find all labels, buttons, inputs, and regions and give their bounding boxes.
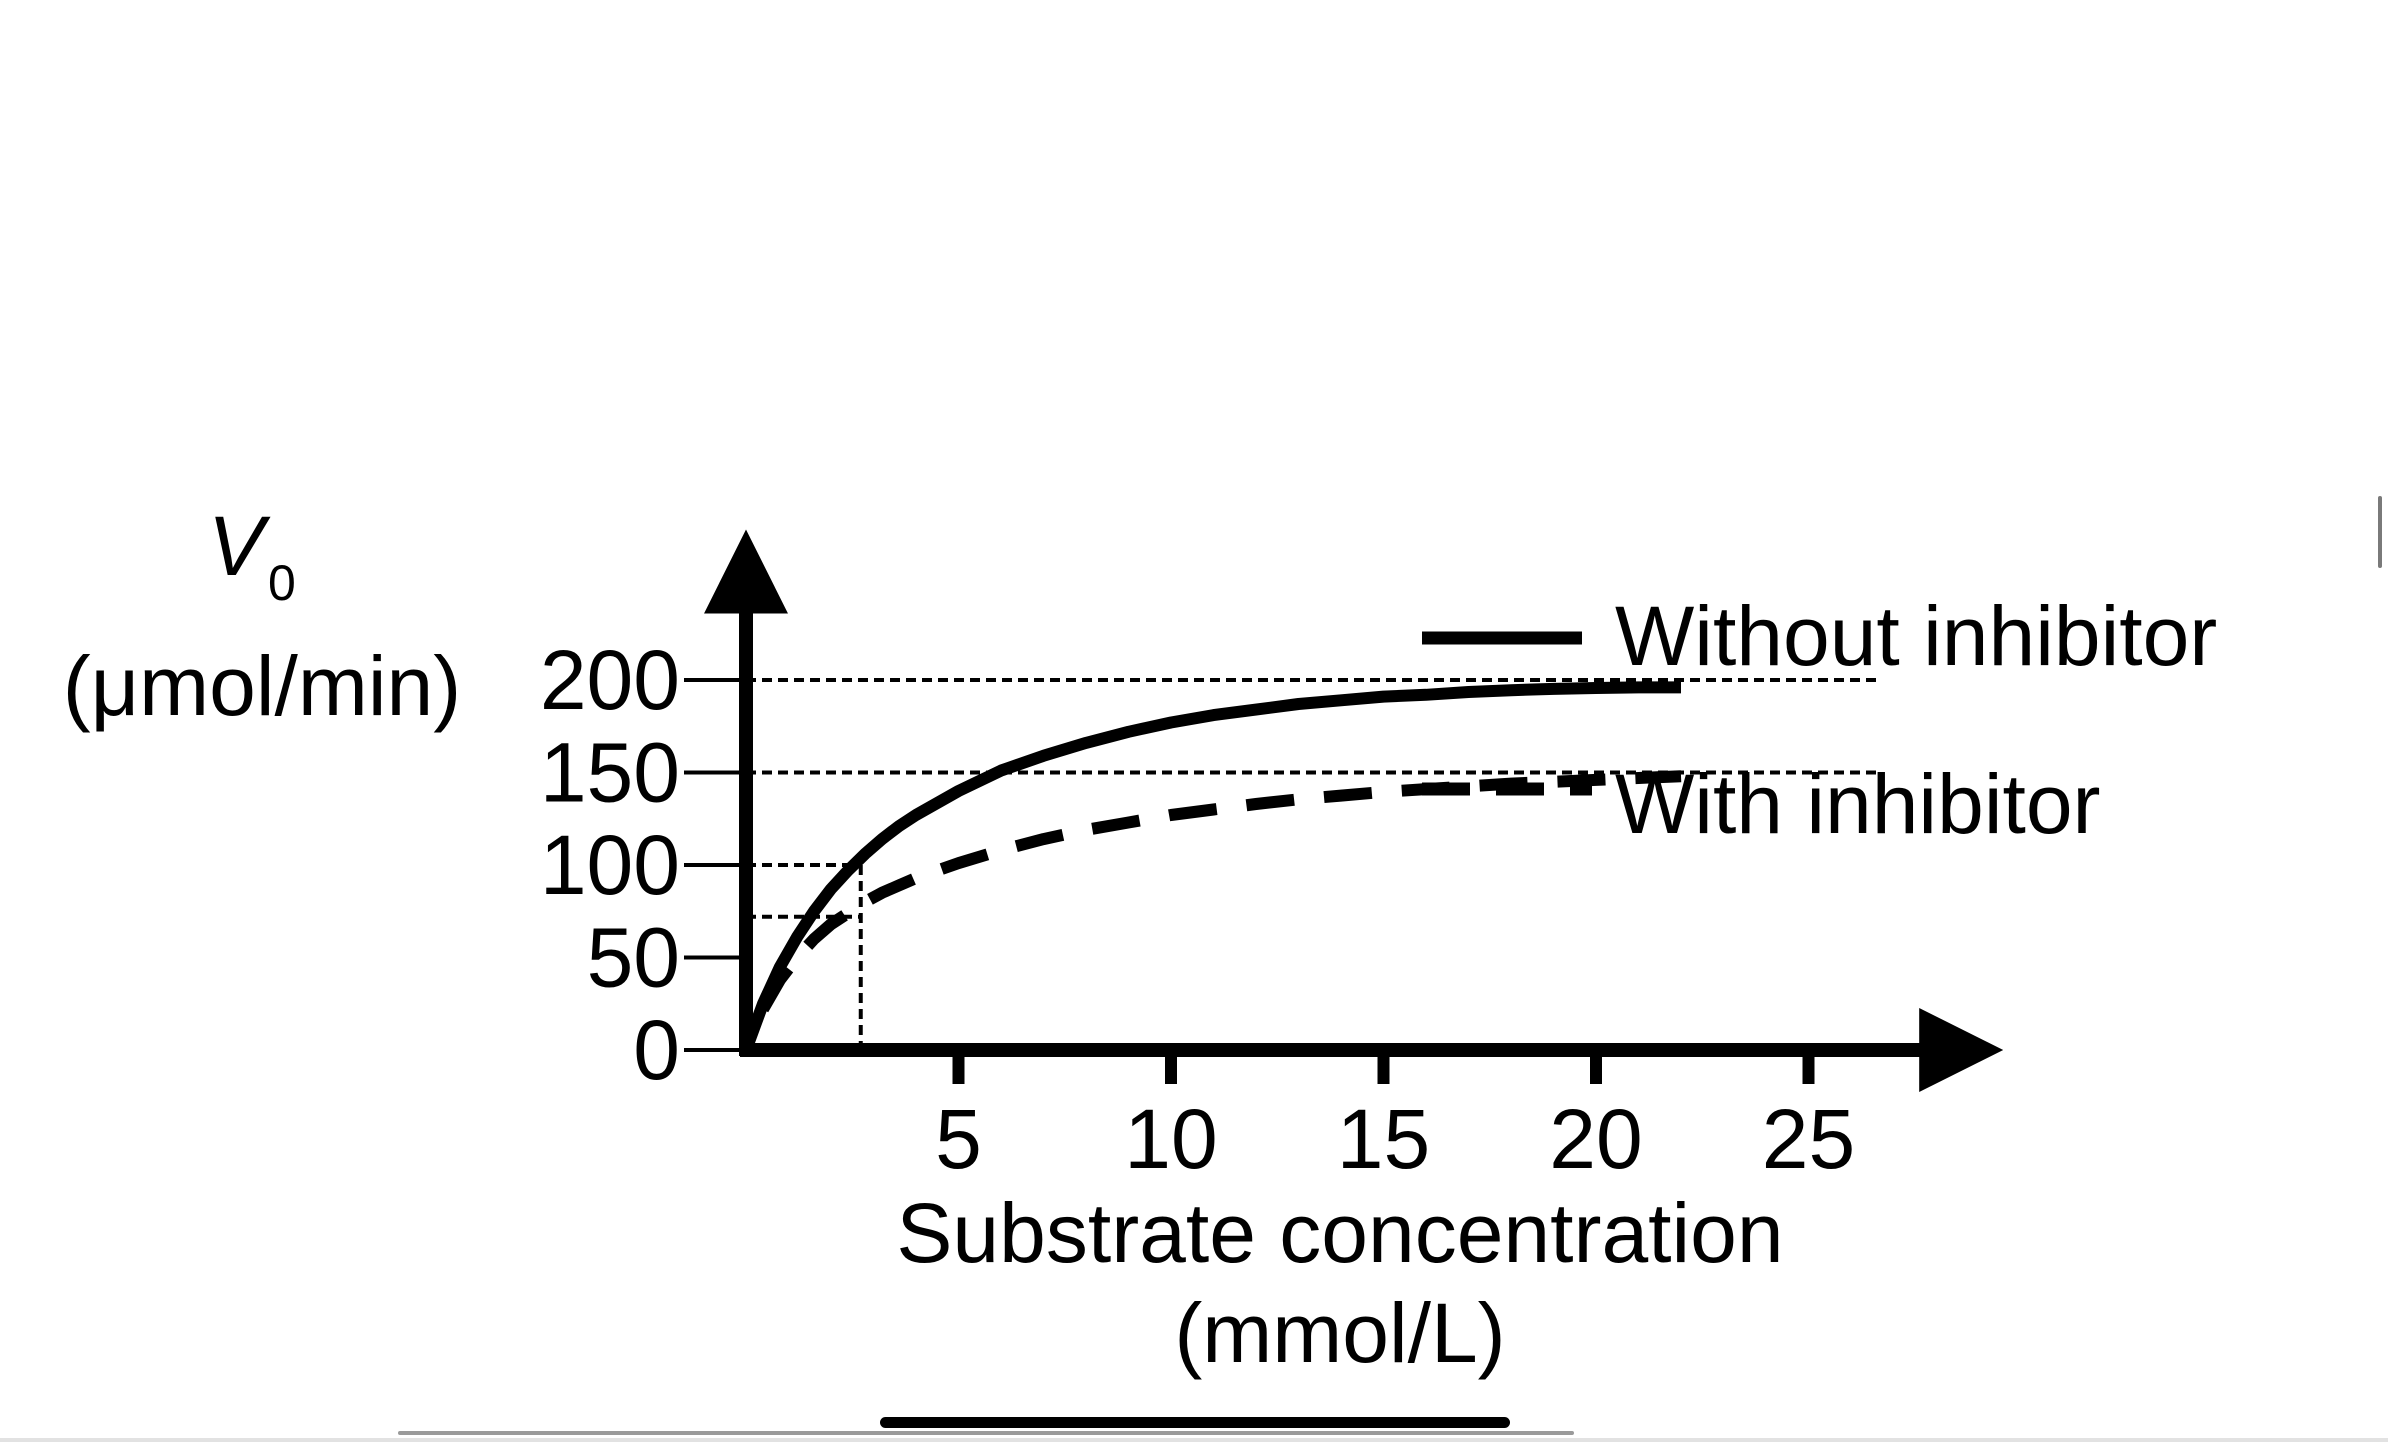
legend-label-without-inhibitor: Without inhibitor: [1615, 589, 2217, 683]
axes: [704, 529, 2004, 1092]
y-tick-label-0: 0: [633, 1003, 680, 1097]
x-tick-label-10: 10: [1124, 1092, 1217, 1186]
y-axis-label-subscript: 0: [268, 555, 296, 611]
series-without-inhibitor: [740, 681, 1681, 1053]
bottom-border: [0, 1438, 2388, 1442]
bottom-divider: [398, 1431, 1574, 1435]
reference-lines: [746, 678, 1876, 1050]
y-tick-label-200: 200: [540, 633, 680, 727]
y-axis-unit: (μmol/min): [63, 639, 461, 733]
y-tick-label-50: 50: [587, 911, 680, 1005]
y-tick-label-150: 150: [540, 726, 680, 820]
x-tick-label-20: 20: [1549, 1092, 1642, 1186]
x-axis-label: Substrate concentration: [896, 1186, 1783, 1280]
x-tick-label-5: 5: [935, 1092, 982, 1186]
y-axis-label: V: [208, 499, 271, 593]
x-axis-unit: (mmol/L): [1174, 1286, 1505, 1380]
x-tick-label-25: 25: [1762, 1092, 1855, 1186]
series-with-inhibitor: [757, 770, 1682, 1013]
x-tick-label-15: 15: [1337, 1092, 1430, 1186]
legend: Without inhibitor With inhibitor: [1422, 589, 2217, 851]
series-layer: [740, 681, 1682, 1053]
legend-label-with-inhibitor: With inhibitor: [1615, 757, 2101, 851]
scrollbar-thumb[interactable]: [2378, 496, 2382, 568]
y-tick-label-100: 100: [540, 818, 680, 912]
home-indicator[interactable]: [880, 1417, 1510, 1428]
